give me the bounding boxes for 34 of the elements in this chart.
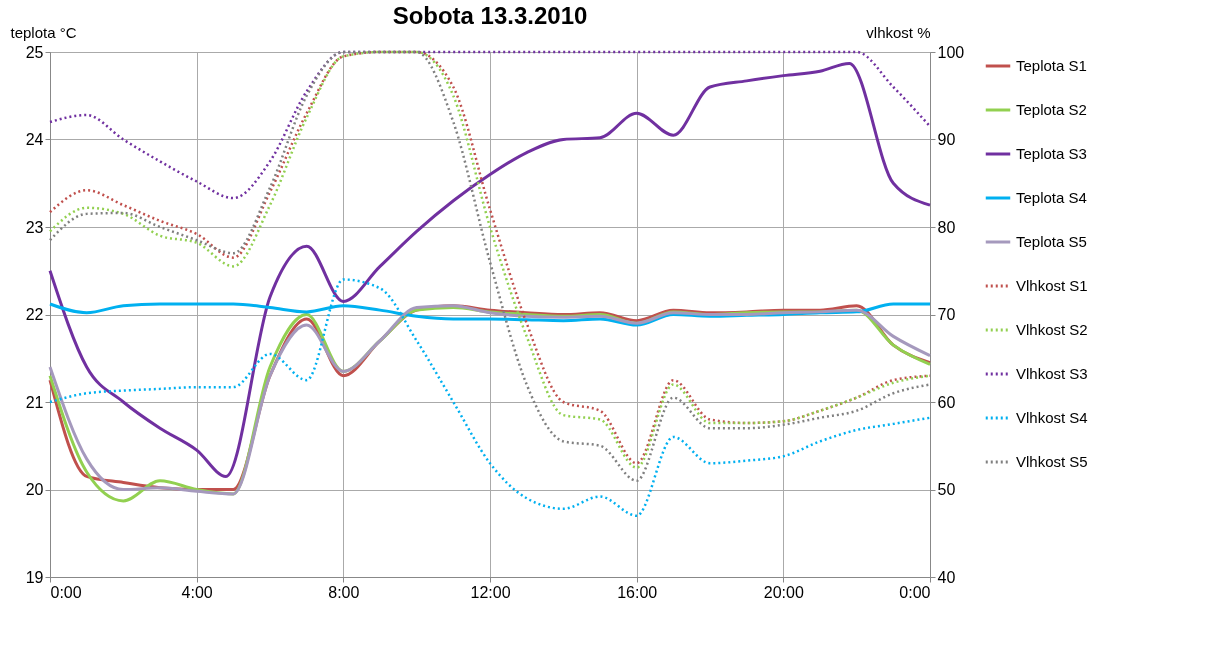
legend-label: Teplota S2 [1016,101,1087,118]
y-tick-label: 25 [25,43,44,61]
y2-axis-title: vlhkost % [866,23,931,41]
y2-tick-label: 60 [937,393,956,411]
x-tick-label: 16:00 [617,583,658,601]
y-axis-title: teplota °C [10,23,77,41]
legend-label: Vlhkost S1 [1016,277,1088,294]
legend-label: Vlhkost S2 [1016,321,1088,338]
legend-label: Teplota S4 [1016,189,1087,206]
y2-tick-label: 80 [937,218,956,236]
y2-tick-label: 50 [937,481,956,498]
y2-tick-label: 90 [937,131,956,148]
x-tick-label: 4:00 [181,583,213,601]
y2-tick-label: 40 [937,568,956,586]
legend-label: Vlhkost S4 [1016,409,1088,426]
chart-title: Sobota 13.3.2010 [392,2,588,29]
x-tick-label: 0:00 [50,583,82,601]
legend-label: Teplota S5 [1016,233,1087,250]
x-tick-label: 8:00 [328,583,360,601]
legend-label: Vlhkost S5 [1016,453,1088,470]
x-tick-label: 12:00 [470,583,511,601]
y-tick-label: 24 [25,131,44,148]
y-tick-label: 21 [25,393,44,411]
x-tick-label: 20:00 [763,583,804,601]
y-tick-label: 23 [25,218,44,236]
x-tick-label: 0:00 [899,583,931,601]
legend-label: Teplota S1 [1016,57,1087,74]
legend-label: Vlhkost S3 [1016,365,1088,382]
y2-tick-label: 70 [937,306,956,323]
legend-label: Teplota S3 [1016,145,1087,162]
y-tick-label: 20 [25,481,44,498]
y-tick-label: 22 [25,306,44,323]
y-tick-label: 19 [25,568,44,586]
y2-tick-label: 100 [937,43,965,61]
